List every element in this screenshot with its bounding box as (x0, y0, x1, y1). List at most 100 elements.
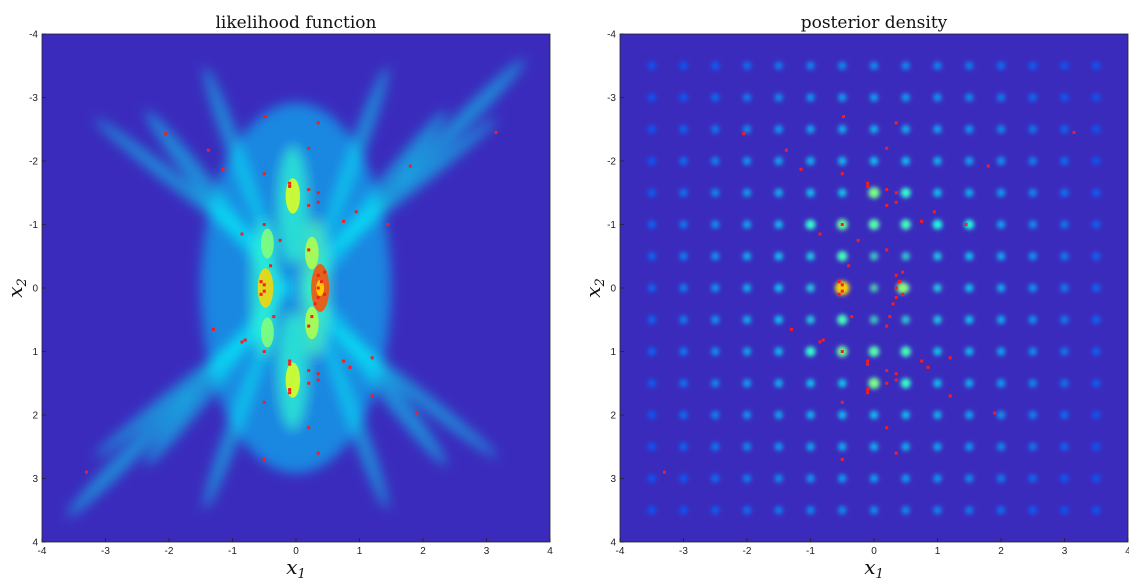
posterior-lattice-peak (933, 156, 942, 166)
posterior-lattice-peak (742, 283, 752, 293)
likelihood-streak (318, 320, 389, 510)
posterior-lattice-peak (901, 156, 910, 166)
posterior-lattice-peak (1092, 252, 1101, 261)
likelihood-y-tick-label: -4 (29, 30, 38, 41)
likelihood-sample-point (288, 184, 292, 188)
posterior-sample-point (837, 280, 841, 284)
posterior-sample-point (885, 146, 889, 150)
likelihood-sample-point (262, 289, 266, 293)
posterior-sample-point (840, 283, 844, 287)
posterior-lattice-peak (1028, 188, 1037, 197)
posterior-lattice-peak (806, 379, 815, 388)
posterior-sample-point (742, 132, 746, 136)
posterior-lattice-peak (1060, 442, 1069, 451)
posterior-lattice-peak (742, 347, 752, 356)
likelihood-sample-point (84, 470, 88, 474)
posterior-lattice-peak (679, 283, 688, 293)
posterior-lattice-peak (647, 506, 656, 515)
posterior-lattice-peak (838, 93, 847, 102)
posterior-lattice-peak (742, 252, 752, 261)
likelihood-streak (67, 389, 195, 517)
posterior-lattice-peak (679, 474, 688, 483)
posterior-sample-point (986, 164, 990, 168)
likelihood-y-axis-label-main: x (3, 287, 27, 298)
posterior-x-axis-label-sub: 1 (876, 567, 884, 580)
posterior-peaks-layer (647, 61, 1101, 515)
posterior-sample-point (897, 280, 901, 284)
posterior-sample-point (885, 369, 889, 373)
posterior-lattice-peak (711, 252, 720, 261)
posterior-peak (932, 219, 943, 230)
posterior-lattice-peak (933, 410, 942, 420)
posterior-sample-point (901, 270, 905, 274)
posterior-sample-point (885, 203, 889, 207)
posterior-sample-point (894, 121, 898, 125)
posterior-sample-point (840, 172, 844, 176)
posterior-sample-point (894, 273, 898, 277)
posterior-lattice-peak (1060, 506, 1069, 515)
likelihood-sample-point (243, 338, 247, 342)
posterior-lattice-peak (647, 93, 656, 102)
posterior-lattice-peak (711, 125, 720, 134)
posterior-lattice-peak (647, 61, 656, 70)
posterior-lattice-peak (647, 252, 656, 261)
likelihood-x-tick-label: 3 (484, 546, 490, 557)
posterior-lattice-peak (774, 347, 783, 356)
likelihood-hotspot-core (316, 280, 325, 296)
posterior-lattice-peak (1028, 410, 1037, 420)
likelihood-sample-point (316, 273, 320, 277)
posterior-lattice-peak (901, 474, 910, 483)
likelihood-sample-point (206, 148, 210, 152)
likelihood-streak (203, 66, 274, 256)
posterior-lattice-peak (869, 315, 879, 324)
posterior-lattice-peak (1060, 220, 1069, 229)
posterior-peak (900, 187, 911, 198)
posterior-lattice-peak (806, 188, 815, 197)
posterior-lattice-peak (996, 283, 1006, 293)
posterior-lattice-peak (1092, 156, 1101, 166)
posterior-lattice-peak (679, 93, 688, 102)
posterior-lattice-peak (933, 379, 942, 388)
likelihood-panel: likelihood function -4 -3 -2 -1 0 1 2 3 4 -4 -3 -2… (3, 13, 553, 580)
posterior-sample-point (847, 264, 851, 268)
posterior-lattice-peak (774, 252, 783, 261)
posterior-sample-point (840, 289, 844, 293)
posterior-lattice-peak (806, 506, 815, 515)
likelihood-sample-point (262, 457, 266, 461)
likelihood-sample-point (494, 130, 498, 134)
posterior-sample-point (885, 426, 889, 430)
posterior-y-tick-label: 1 (610, 347, 616, 358)
posterior-lattice-peak (869, 61, 879, 70)
posterior-lattice-peak (806, 252, 815, 261)
posterior-peak (805, 219, 816, 230)
posterior-lattice-peak (647, 220, 656, 229)
posterior-lattice-peak (996, 220, 1006, 229)
posterior-lattice-peak (933, 125, 942, 134)
posterior-sample-point (885, 324, 889, 328)
likelihood-sample-point (288, 391, 292, 395)
likelihood-sample-point (323, 270, 327, 274)
posterior-lattice-peak (774, 188, 783, 197)
likelihood-hotspot (261, 228, 274, 259)
likelihood-sample-point (386, 223, 390, 226)
likelihood-x-tick-label: -3 (101, 546, 110, 557)
posterior-lattice-peak (869, 93, 879, 102)
posterior-lattice-peak (1028, 283, 1037, 293)
likelihood-x-axis-label-sub: 1 (298, 567, 306, 580)
posterior-lattice-peak (711, 379, 720, 388)
likelihood-sample-point (269, 264, 273, 268)
posterior-lattice-peak (806, 93, 815, 102)
posterior-lattice-peak (933, 188, 942, 197)
posterior-lattice-peak (806, 315, 815, 324)
posterior-y-tick-label: -4 (607, 30, 616, 41)
posterior-lattice-peak (1092, 125, 1101, 134)
posterior-lattice-peak (742, 442, 752, 451)
posterior-y-tick-label: -1 (607, 220, 616, 231)
posterior-peak (837, 251, 848, 262)
posterior-sample-point (866, 181, 870, 185)
posterior-lattice-peak (1028, 506, 1037, 515)
posterior-lattice-peak (838, 156, 847, 166)
posterior-lattice-peak (711, 410, 720, 420)
likelihood-sample-point (272, 315, 276, 319)
posterior-lattice-peak (933, 347, 942, 356)
